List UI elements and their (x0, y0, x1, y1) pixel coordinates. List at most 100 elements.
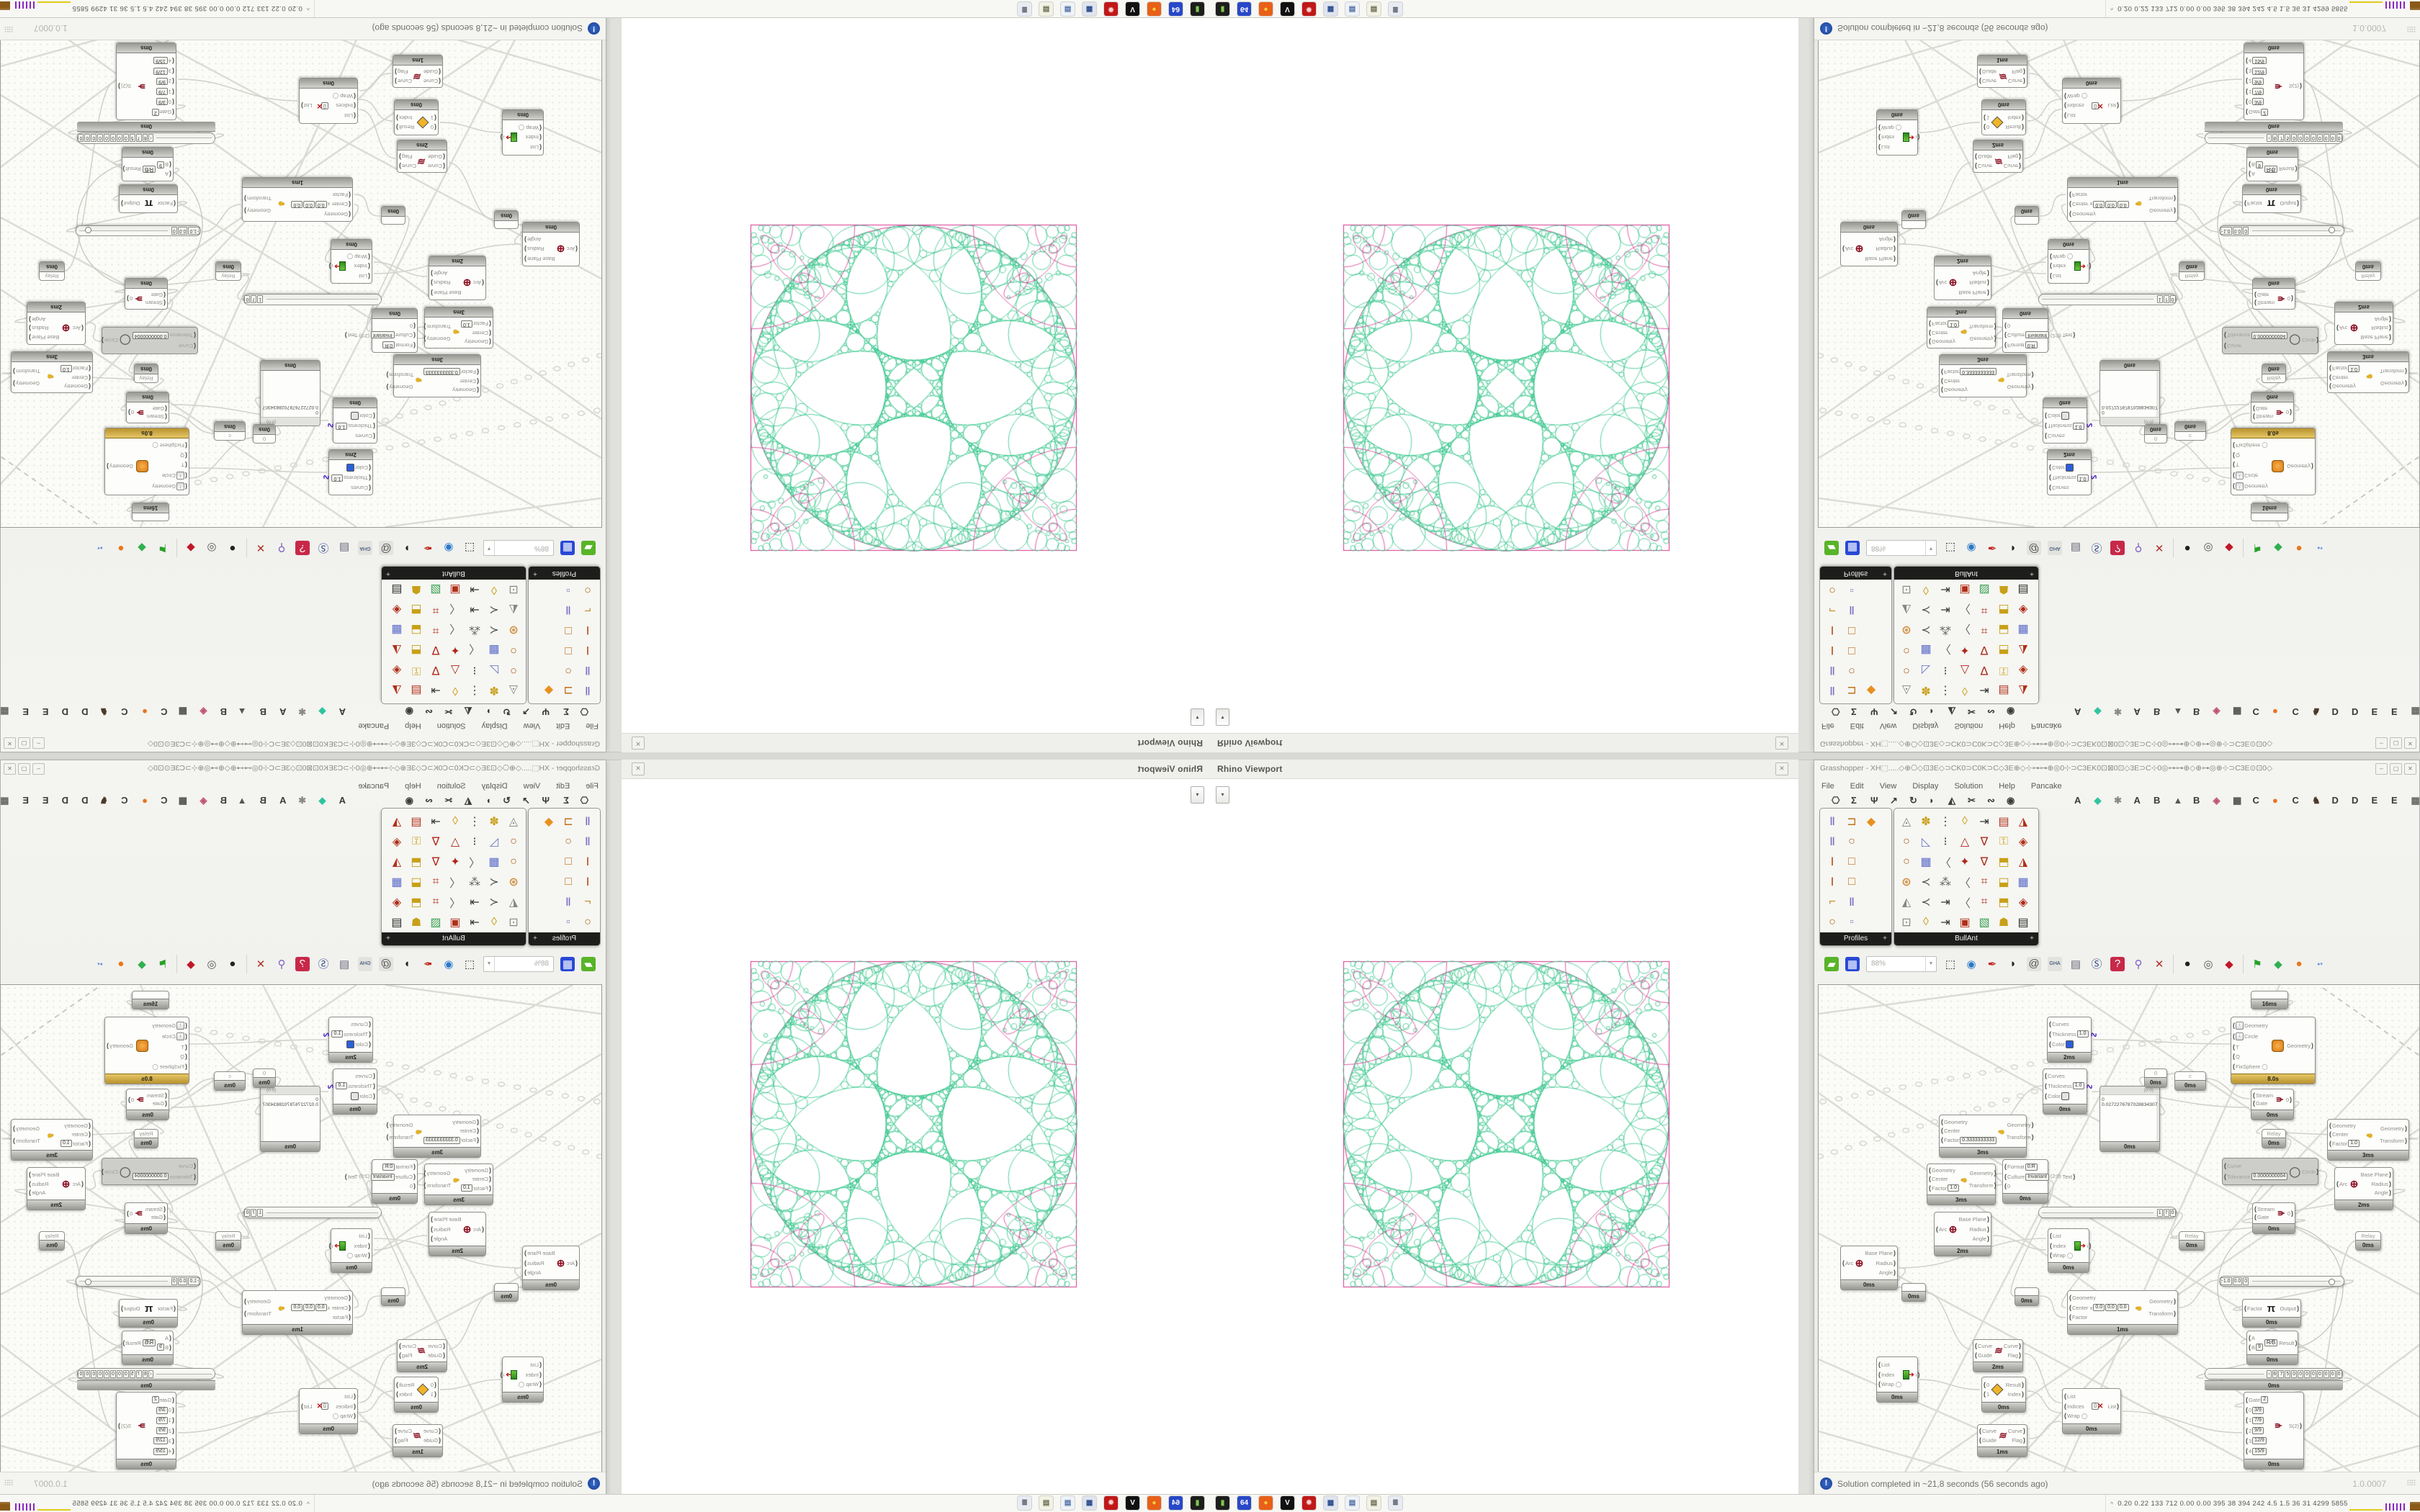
gha-icon[interactable]: GHA (358, 541, 372, 556)
params-tab[interactable]: ⎔ (580, 706, 588, 717)
component-icon[interactable]: ◮ (2018, 644, 2028, 657)
slider-digit[interactable]: 1 (2156, 1208, 2163, 1217)
component-icon[interactable]: ▦ (2017, 624, 2029, 636)
slider-digit[interactable]: 0 (2310, 134, 2316, 143)
value-box[interactable]: 3/9 (156, 1406, 168, 1414)
component-icon[interactable]: ∇ (1980, 835, 1989, 848)
component-icon[interactable]: ⇥ (470, 916, 480, 929)
slider-knob[interactable] (85, 1279, 91, 1285)
gh-node-gate[interactable]: (Gate 2(0 3/9(1 7/9(2 9/9(3 12/9(4 15/9 ⋔ S(2)) 0… (2244, 1392, 2304, 1470)
gh-node-fix[interactable]: (↑ Geometry(↓ Circle(T(Q(FixSphere ◯ Geomet… (104, 1017, 189, 1084)
gh-node-scale[interactable]: (Geometry(Center(Factor 0.3333333333 ● ● Geo… (1939, 1115, 2034, 1158)
floppy64-icon[interactable]: 64 (1237, 2, 1251, 16)
maximize-icon[interactable]: ▢ (18, 763, 30, 775)
component-icon[interactable]: ⇥ (470, 583, 480, 596)
intersect-tab[interactable]: ✂ (1968, 795, 1976, 806)
gh-node-sift[interactable]: (List(Indices(Wrap ◯ ▯ ✕ List) 0ms (299, 1388, 358, 1434)
component-icon[interactable]: ⌗ (432, 895, 439, 908)
slider-knob[interactable] (2329, 227, 2335, 233)
component-icon[interactable]: ○ (1903, 665, 1910, 678)
gh-titlebar[interactable]: Grasshopper - XH⬚.....◇⊕⎔◇⊡3E◇⊃CK0⊃C0K⊃C… (1, 760, 606, 778)
value-box[interactable]: 1.0 (1948, 1184, 1959, 1192)
menu-item-view[interactable]: View (1879, 782, 1897, 791)
gem-green-icon[interactable]: ◆ (138, 541, 146, 554)
slider-digit[interactable]: 0 (2298, 134, 2304, 143)
galapagos-icon[interactable]: ⚲ (2134, 958, 2143, 971)
plugin-tab-a2[interactable]: A (2133, 795, 2141, 806)
plugin-tab-a2[interactable]: A (279, 706, 287, 717)
plugin-tab-dot[interactable]: ● (2272, 706, 2278, 717)
slider-track[interactable]: ‹ 6 7 5 0 0 0 0 0 0 0 0 (78, 133, 215, 143)
slider-digit[interactable]: 0 (2329, 134, 2336, 143)
ball-orange-icon[interactable]: ● (117, 542, 125, 554)
maths-tab[interactable]: Σ (1851, 706, 1857, 717)
value-box[interactable]: 1.0 (2348, 1140, 2360, 1147)
gh-node-small[interactable]: 0 0ms (253, 1068, 276, 1088)
color-swatch[interactable] (2061, 1092, 2069, 1100)
close-icon[interactable]: ✕ (1775, 762, 1788, 775)
value-box[interactable]: 2 (151, 108, 159, 116)
device-icon[interactable]: ▮ (1216, 2, 1229, 16)
component-icon[interactable]: ▤ (411, 684, 422, 697)
gh-node-small[interactable]: c 0ms (2174, 421, 2206, 441)
component-icon[interactable]: ⌐ (1829, 895, 1836, 908)
open-file-icon[interactable]: ▰ (581, 541, 596, 556)
maths-tab[interactable]: Σ (563, 795, 569, 806)
jack-icon[interactable]: ◗ (2009, 542, 2017, 554)
plugin-tab-bird[interactable]: ♞ (2312, 795, 2321, 806)
maximize-icon[interactable]: ▢ (2390, 763, 2402, 775)
zoom-extents-icon[interactable]: ⬚ (1945, 958, 1956, 971)
gh-node-arc[interactable]: (Arc ⊕ Base Plane) Radius) Angle) 0ms (1840, 222, 1898, 266)
component-icon[interactable]: Ⅰ (586, 644, 590, 657)
component-icon[interactable]: ▣ (1959, 583, 1971, 596)
document-icon[interactable]: ▤ (2070, 958, 2081, 971)
gh-canvas[interactable]: 16ms(Curves(Thickness 1.0(Color ∿ 2ms(Curve… (1818, 39, 2420, 528)
slider-digit[interactable]: 1 (257, 1208, 264, 1217)
plugin-tab-mountain[interactable]: ▲ (2173, 795, 2183, 806)
plugin-tab-a1[interactable]: A (339, 706, 346, 717)
value-box[interactable]: 1.0 (331, 474, 344, 482)
component-icon[interactable]: ⇥ (1940, 896, 1950, 909)
component-icon[interactable]: 〈 (1939, 642, 1951, 655)
gh-node-gate[interactable]: (Gate 2(0 3/9(1 7/9(2 9/9(3 12/9(4 15/9 ⋔ S(2)) 0… (2244, 42, 2304, 120)
component-icon[interactable]: ▣ (449, 583, 461, 596)
component-icon[interactable]: ◊ (491, 915, 497, 928)
component-icon[interactable]: □ (1848, 855, 1855, 868)
component-icon[interactable] (1862, 872, 1881, 891)
vlc-icon[interactable]: V (1126, 2, 1139, 16)
curve-tab[interactable]: ↻ (1909, 795, 1917, 806)
plugin-tab-d2[interactable]: D (61, 706, 68, 717)
component-icon[interactable]: ◈ (392, 835, 402, 848)
slider-digit[interactable]: 7 (2278, 134, 2285, 143)
zoom-select[interactable]: 88% ▼ (1866, 540, 1937, 557)
preview-eye-icon[interactable]: ◉ (444, 541, 454, 554)
gh-node-fix[interactable]: (↑ Geometry(↓ Circle(T(Q(FixSphere ◯ Geomet… (104, 428, 189, 495)
slider-track[interactable]: ‹ 6 7 5 0 0 0 0 0 0 0 0 (78, 1369, 215, 1379)
close-icon[interactable]: ✕ (4, 763, 16, 775)
component-icon[interactable]: ◈ (2018, 835, 2028, 848)
slider-digit[interactable]: 0 (78, 134, 84, 143)
save-file-icon[interactable]: ▦ (1845, 541, 1860, 556)
slider-digit[interactable]: 0 (91, 134, 97, 143)
gh-node-swoosh[interactable]: (Curves(Thickness 1.0(Color ∿ 2ms (2047, 1017, 2099, 1063)
gha-icon[interactable]: GHA (2048, 541, 2062, 556)
plugin-tab-c1[interactable]: C (2252, 706, 2259, 717)
component-icon[interactable]: 〈 (449, 602, 462, 615)
intersect-tab[interactable]: ✂ (1968, 706, 1976, 717)
slider-digit[interactable]: 0 (110, 134, 116, 143)
component-icon[interactable]: ○ (1903, 855, 1910, 868)
intersect-tab[interactable]: ✂ (444, 795, 452, 806)
plugin-tab-flower[interactable]: ✱ (2114, 706, 2122, 717)
value-box[interactable]: 9/9 (2252, 1427, 2264, 1435)
gh-node-arc[interactable]: (Arc ⊕ Base Plane) Radius) Angle) 2ms (27, 302, 86, 345)
value-box[interactable]: 15/9 (153, 57, 168, 65)
gh-node-nitem[interactable]: (List(Index(Wrap ◯ ➔ i) 0ms (329, 1228, 372, 1273)
component-icon[interactable]: ⌗ (1981, 875, 1988, 888)
gh-node-scale[interactable]: (Geometry(Center(Factor 1.0 ● ● Geometry) Tra… (424, 307, 493, 348)
plugin-tab-e1[interactable]: E (42, 795, 49, 806)
component-icon[interactable]: ▫ (1850, 915, 1854, 928)
component-icon[interactable]: ✽ (1921, 815, 1931, 828)
component-icon[interactable]: ▦ (1920, 855, 1932, 868)
component-icon[interactable]: Ⅰ (586, 624, 590, 636)
open-file-icon[interactable]: ▰ (581, 956, 596, 971)
